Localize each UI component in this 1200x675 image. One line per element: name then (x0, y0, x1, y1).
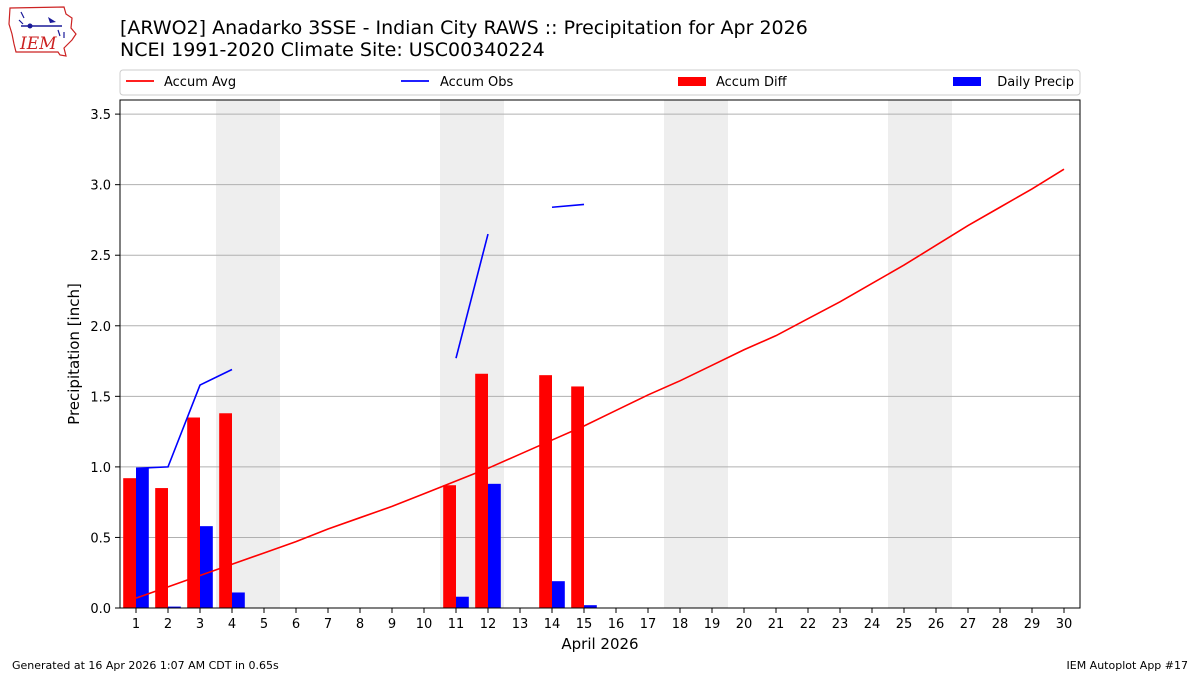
x-tick-label: 18 (672, 617, 689, 632)
x-tick-label: 21 (768, 617, 785, 632)
legend-label: Accum Obs (440, 75, 513, 90)
iem-logo-text: IEM (19, 34, 57, 54)
weekend-band (888, 100, 952, 608)
y-tick-label: 3.5 (90, 108, 111, 123)
legend-box (119, 69, 1081, 96)
y-tick-label: 1.0 (90, 461, 111, 476)
x-tick-label: 14 (544, 617, 561, 632)
legend-swatch-patch (953, 77, 981, 86)
plot-frame (119, 99, 1081, 609)
accum-diff-bar (571, 386, 584, 608)
x-tick-label: 17 (640, 617, 657, 632)
daily-precip-bar (584, 605, 597, 608)
accum-diff-bar (187, 417, 200, 608)
daily-precip-bar (488, 483, 501, 608)
y-tick-label: 0.0 (90, 602, 111, 617)
x-axis: 1 2 3 4 5 6 7 8 9 10 11 12 13 14 15 16 17 18 19 20 21 22 23 24 2… (132, 608, 1072, 632)
x-tick-label: 1 (132, 617, 140, 632)
x-tick-label: 26 (928, 617, 945, 632)
footer-generated: Generated at 16 Apr 2026 1:07 AM CDT in … (12, 659, 279, 672)
x-tick-label: 16 (608, 617, 625, 632)
y-axis-label: Precipitation [inch] (65, 283, 83, 425)
legend: Accum Avg Accum Obs Accum Diff Daily Precip (119, 69, 1081, 96)
x-tick-label: 2 (164, 617, 172, 632)
y-tick-label: 2.5 (90, 249, 111, 264)
daily-precip-bar (552, 581, 565, 608)
daily-precip-bar (200, 526, 213, 608)
x-tick-label: 25 (896, 617, 913, 632)
x-tick-label: 27 (960, 617, 977, 632)
x-tick-label: 20 (736, 617, 753, 632)
daily-precip-bar (232, 592, 245, 608)
legend-label: Accum Avg (164, 75, 236, 90)
x-tick-label: 19 (704, 617, 721, 632)
x-tick-label: 30 (1056, 617, 1073, 632)
footer-app: IEM Autoplot App #17 (1066, 659, 1189, 672)
legend-label: Daily Precip (997, 75, 1074, 90)
legend-label: Accum Diff (716, 75, 788, 90)
x-tick-label: 10 (416, 617, 433, 632)
y-tick-label: 3.0 (90, 179, 111, 194)
x-tick-label: 3 (196, 617, 204, 632)
accum-diff-bar (539, 375, 552, 608)
accum-diff-bar (123, 478, 136, 608)
x-axis-label: April 2026 (561, 635, 638, 653)
daily-precip-bar (456, 596, 469, 608)
series-lines (135, 168, 1065, 599)
daily-precip-bar (136, 468, 149, 608)
accum-obs-line (551, 203, 585, 209)
x-tick-label: 4 (228, 617, 236, 632)
weekend-band (664, 100, 728, 608)
x-tick-label: 5 (260, 617, 268, 632)
y-tick-label: 1.5 (90, 390, 111, 405)
accum-obs-line (135, 368, 233, 470)
iem-logo: IEM (8, 6, 77, 57)
x-tick-label: 8 (356, 617, 364, 632)
y-axis: 0.0 0.5 1.0 1.5 2.0 2.5 3.0 3.5 (90, 108, 120, 617)
accum-diff-bar (155, 488, 168, 608)
x-tick-label: 15 (576, 617, 593, 632)
gridlines (120, 113, 1080, 609)
accum-diff-bar (443, 485, 456, 608)
x-tick-label: 6 (292, 617, 300, 632)
x-tick-label: 24 (864, 617, 881, 632)
x-tick-label: 23 (832, 617, 849, 632)
legend-swatch-patch (678, 77, 706, 86)
daily-precip-bar (168, 606, 181, 608)
x-tick-label: 12 (480, 617, 497, 632)
accum-avg-line (135, 168, 1065, 599)
x-tick-label: 7 (324, 617, 332, 632)
x-tick-label: 13 (512, 617, 529, 632)
accum-diff-bar (475, 373, 488, 608)
x-tick-label: 11 (448, 617, 465, 632)
accum-obs-line (455, 233, 489, 359)
x-tick-label: 29 (1024, 617, 1041, 632)
bars (123, 373, 597, 608)
accum-diff-bar (219, 413, 232, 608)
chart-subtitle: NCEI 1991-2020 Climate Site: USC00340224 (120, 39, 545, 61)
y-tick-label: 2.0 (90, 320, 111, 335)
x-tick-label: 9 (388, 617, 396, 632)
x-tick-label: 28 (992, 617, 1009, 632)
y-tick-label: 0.5 (90, 531, 111, 546)
chart-title: [ARWO2] Anadarko 3SSE - Indian City RAWS… (120, 17, 808, 39)
x-tick-label: 22 (800, 617, 817, 632)
